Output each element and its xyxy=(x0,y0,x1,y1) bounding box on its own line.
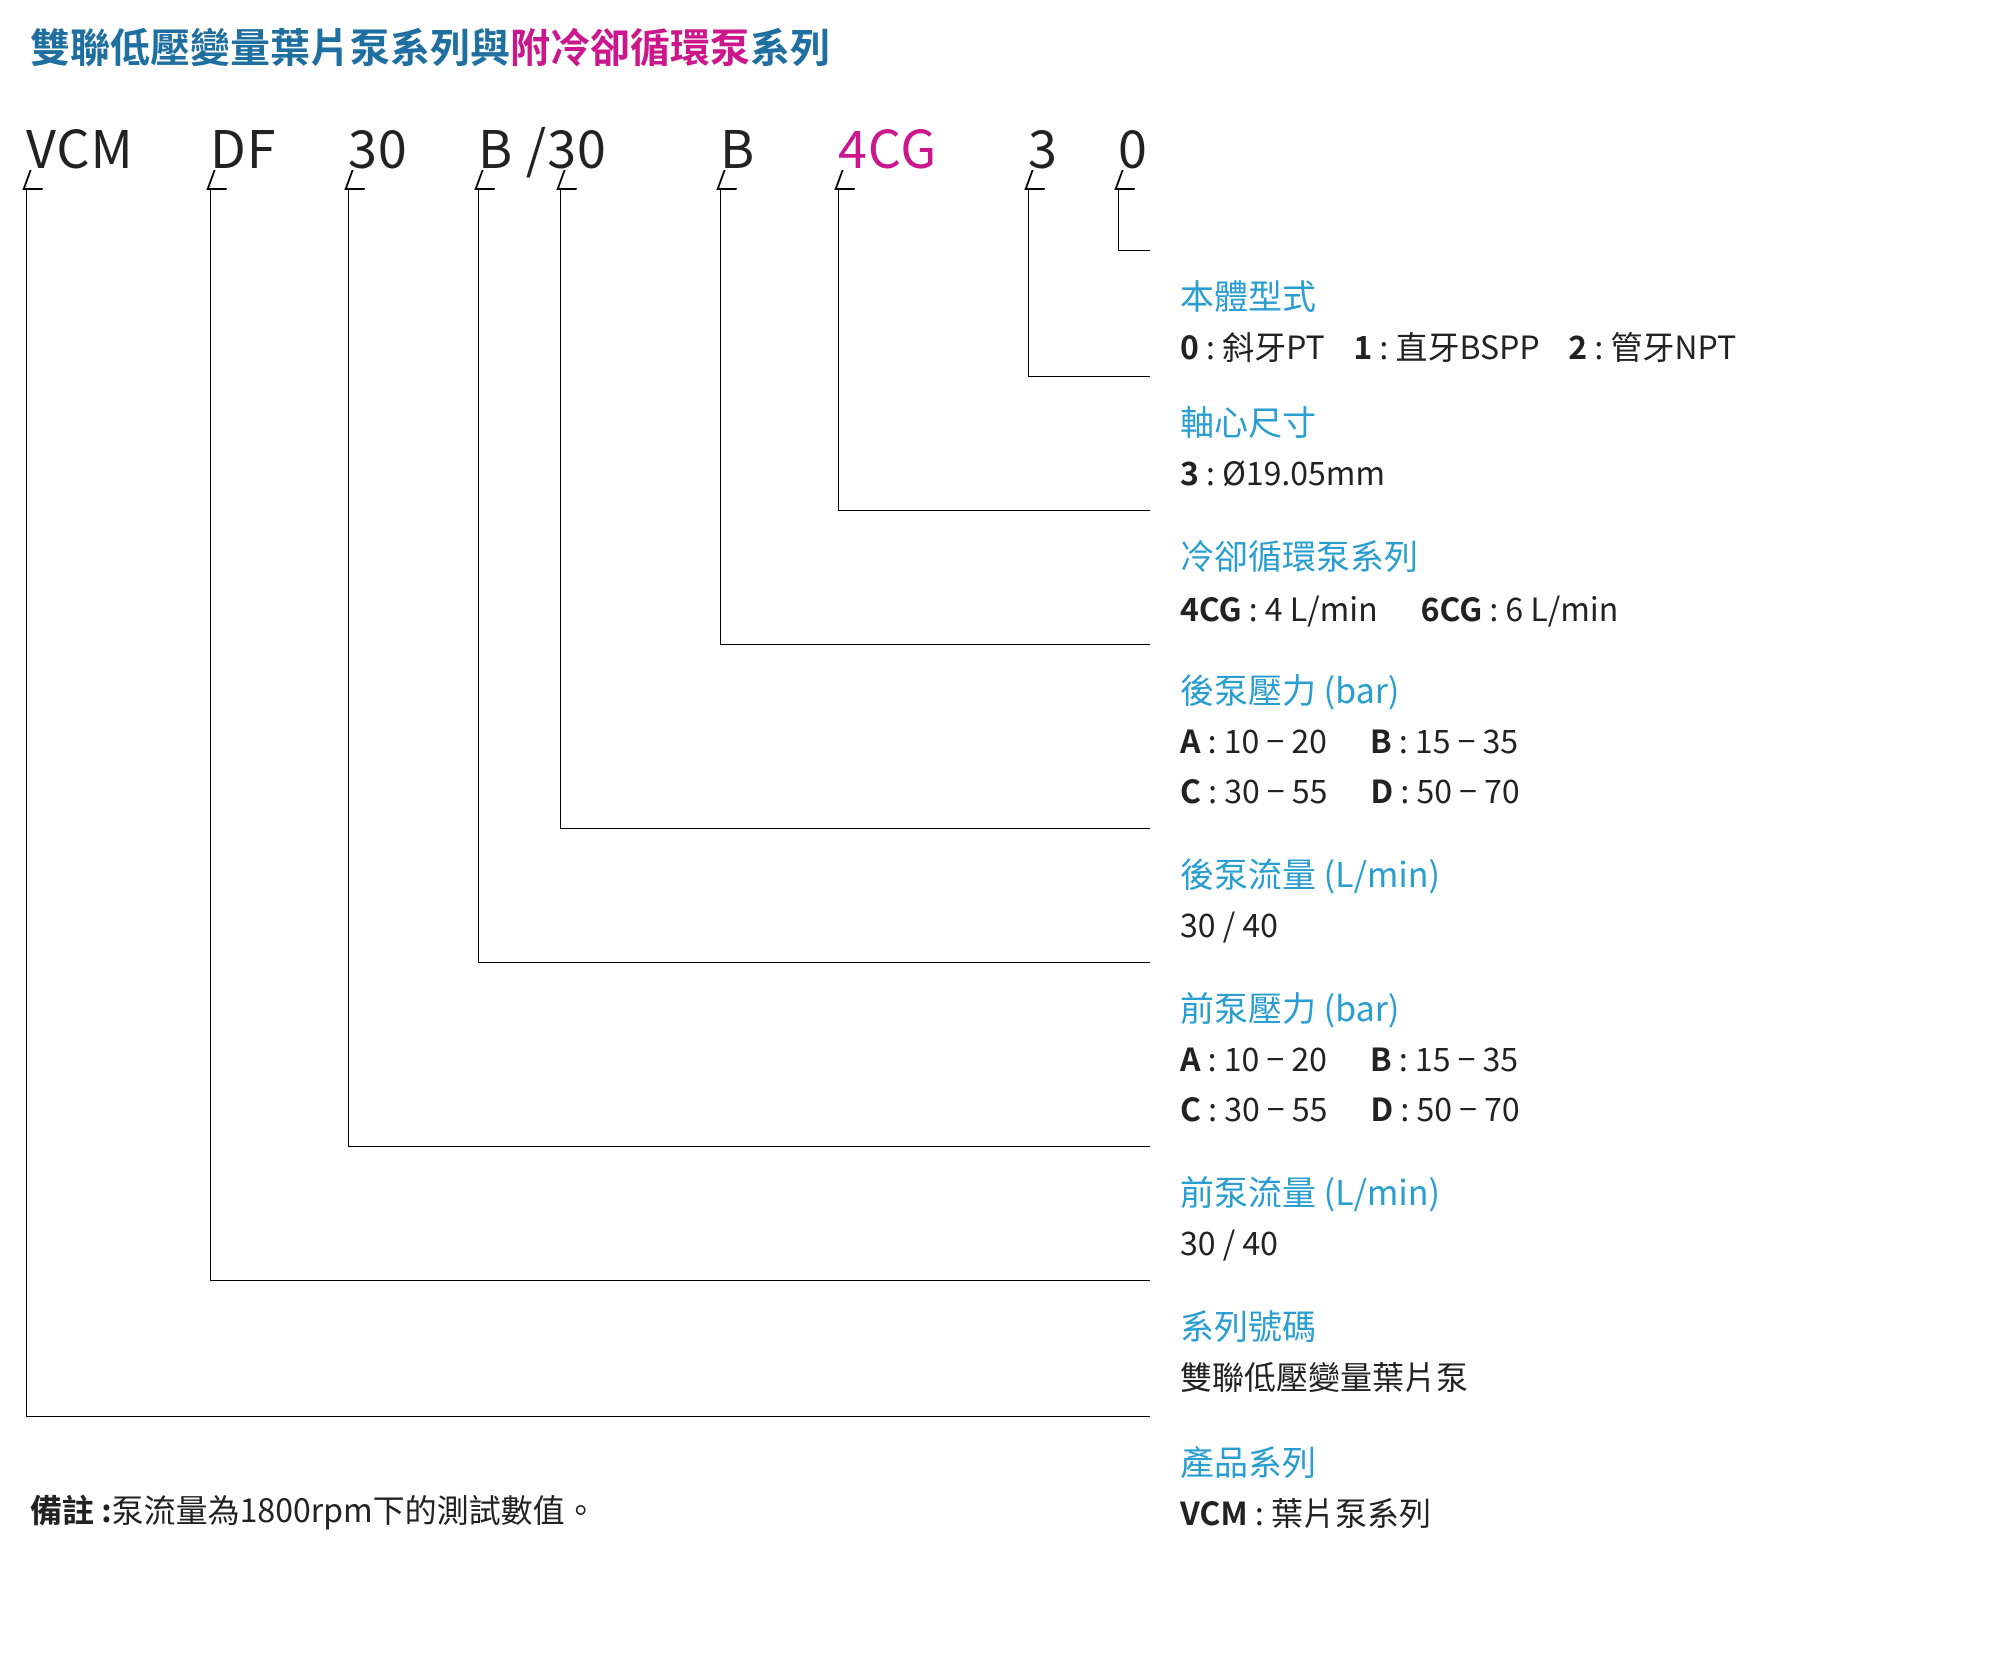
section-body-5: A : 10 − 20 B : 15 − 35C : 30 − 55 D : 5… xyxy=(1180,1034,1520,1133)
section-title-8: 產品系列 xyxy=(1180,1436,1316,1485)
section-title-0: 本體型式 xyxy=(1180,270,1316,319)
code-segment-1: DF xyxy=(210,108,276,183)
footnote-label: 備註 : xyxy=(30,1486,112,1532)
title-part-3: 系列 xyxy=(750,16,830,74)
wire-horizontal-4 xyxy=(560,828,1150,829)
code-segment-2: 30 xyxy=(348,108,408,183)
section-body-1: 3 : Ø19.05mm xyxy=(1180,448,1385,498)
code-segment-5: B xyxy=(720,108,755,183)
title-part-1: 雙聯低壓變量葉片泵系列與 xyxy=(30,16,510,74)
wire-horizontal-6 xyxy=(348,1146,1150,1147)
wire-horizontal-1 xyxy=(1028,376,1150,377)
section-body-7: 雙聯低壓變量葉片泵 xyxy=(1180,1352,1468,1402)
code-segment-7: 3 xyxy=(1028,108,1058,183)
wire-horizontal-5 xyxy=(478,962,1150,963)
footnote-text: 泵流量為1800rpm下的測試數值。 xyxy=(112,1486,597,1532)
section-body-8: VCM : 葉片泵系列 xyxy=(1180,1488,1431,1538)
wire-vertical-2 xyxy=(838,188,839,510)
page-title: 雙聯低壓變量葉片泵系列與附冷卻循環泵系列 xyxy=(30,16,830,74)
section-body-6: 30 / 40 xyxy=(1180,1218,1278,1268)
section-title-5: 前泵壓力 (bar) xyxy=(1180,982,1399,1031)
wire-vertical-0 xyxy=(1118,188,1119,250)
section-body-2: 4CG : 4 L/min 6CG : 6 L/min xyxy=(1180,584,1618,634)
code-segment-6: 4CG xyxy=(838,108,937,183)
wire-vertical-1 xyxy=(1028,188,1029,376)
wire-vertical-3 xyxy=(720,188,721,644)
code-segment-3: B /30 xyxy=(478,108,607,183)
section-title-2: 冷卻循環泵系列 xyxy=(1180,530,1418,579)
section-body-4: 30 / 40 xyxy=(1180,900,1278,950)
wire-horizontal-2 xyxy=(838,510,1150,511)
wire-vertical-7 xyxy=(210,188,211,1280)
section-title-1: 軸心尺寸 xyxy=(1180,396,1316,445)
section-title-7: 系列號碼 xyxy=(1180,1300,1316,1349)
section-title-3: 後泵壓力 (bar) xyxy=(1180,664,1399,713)
wire-vertical-4 xyxy=(560,188,561,828)
code-segment-0: VCM xyxy=(26,108,134,183)
wire-vertical-6 xyxy=(348,188,349,1146)
footnote: 備註 :泵流量為1800rpm下的測試數值。 xyxy=(30,1486,597,1532)
section-title-4: 後泵流量 (L/min) xyxy=(1180,848,1440,897)
section-body-0: 0 : 斜牙PT 1 : 直牙BSPP 2 : 管牙NPT xyxy=(1180,322,1736,372)
section-title-6: 前泵流量 (L/min) xyxy=(1180,1166,1440,1215)
title-part-2: 附冷卻循環泵 xyxy=(510,16,750,74)
wire-horizontal-7 xyxy=(210,1280,1150,1281)
code-segment-8: 0 xyxy=(1118,108,1148,183)
wire-horizontal-3 xyxy=(720,644,1150,645)
wire-horizontal-0 xyxy=(1118,250,1150,251)
wire-horizontal-8 xyxy=(26,1416,1150,1417)
wire-vertical-5 xyxy=(478,188,479,962)
section-body-3: A : 10 − 20 B : 15 − 35C : 30 − 55 D : 5… xyxy=(1180,716,1520,815)
wire-vertical-8 xyxy=(26,188,27,1416)
